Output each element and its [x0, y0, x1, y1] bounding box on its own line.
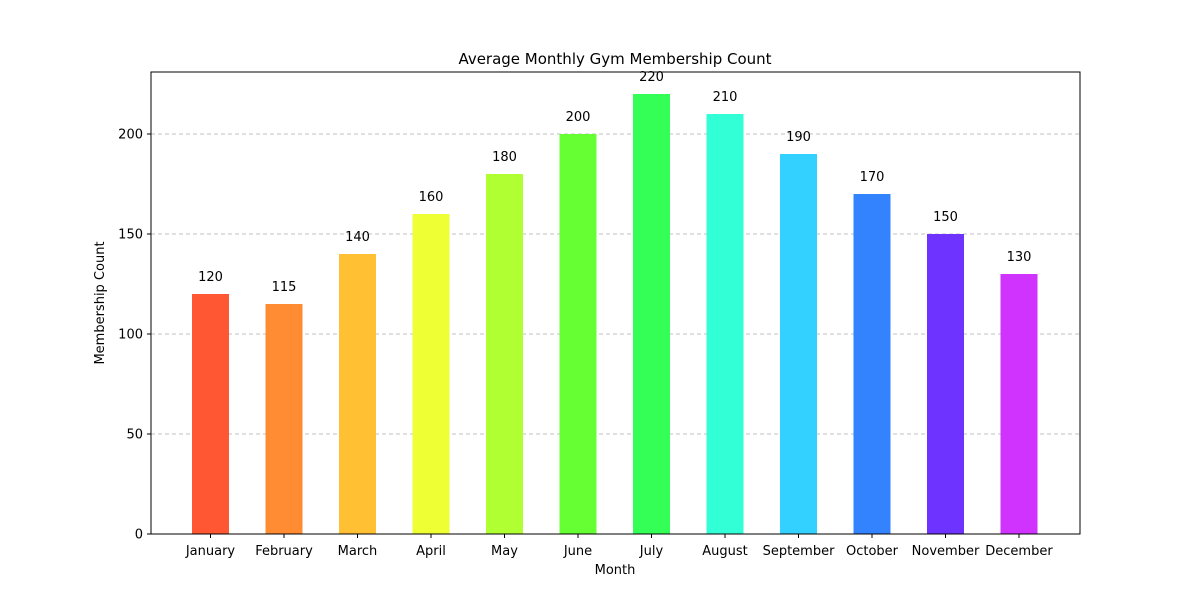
data-label-april: 160: [419, 190, 444, 205]
data-label-february: 115: [272, 280, 297, 295]
bar-november: [927, 234, 964, 534]
x-axis-ticks: January February March April May June July Augu…: [185, 534, 1053, 559]
y-tick-label: 0: [135, 528, 143, 543]
x-axis-label: Month: [595, 563, 636, 578]
x-tick-label-december: December: [985, 544, 1053, 559]
y-tick-label: 150: [118, 228, 143, 243]
data-labels: 120 115 140 160 180 200 220 210 190 170 150 130: [198, 70, 1031, 295]
data-label-january: 120: [198, 270, 223, 285]
bar-july: [633, 94, 670, 534]
bar-february: [265, 304, 303, 534]
bar-march: [339, 254, 376, 534]
x-tick-label-july: July: [639, 544, 664, 559]
y-axis-label: Membership Count: [93, 241, 108, 364]
x-tick-label-january: January: [185, 544, 236, 559]
bar-september: [780, 154, 817, 534]
data-label-march: 140: [345, 230, 370, 245]
y-tick-label: 100: [118, 328, 143, 343]
x-tick-label-march: March: [338, 544, 378, 559]
x-tick-label-may: May: [491, 544, 518, 559]
y-axis-ticks: 0 50 100 150 200: [118, 128, 151, 543]
bar-june: [559, 134, 597, 534]
bar-april: [412, 214, 450, 534]
grid-lines: [151, 133, 1080, 435]
x-tick-label-april: April: [416, 544, 446, 559]
chart-title: Average Monthly Gym Membership Count: [458, 50, 771, 68]
x-tick-label-february: February: [255, 544, 313, 559]
bar-december: [1000, 274, 1038, 534]
y-tick-label: 200: [118, 128, 143, 143]
plot-frame: [150, 71, 1081, 535]
data-label-november: 150: [933, 210, 958, 225]
bar-january: [192, 294, 229, 534]
x-tick-label-october: October: [846, 544, 899, 559]
bar-october: [853, 194, 891, 534]
data-label-august: 210: [713, 90, 738, 105]
data-label-july: 220: [639, 70, 664, 85]
data-label-september: 190: [786, 130, 811, 145]
x-tick-label-november: November: [912, 544, 980, 559]
y-tick-label: 50: [126, 428, 143, 443]
bar-august: [706, 114, 744, 534]
x-tick-label-august: August: [702, 544, 748, 559]
data-label-june: 200: [566, 110, 591, 125]
data-label-may: 180: [492, 150, 517, 165]
bars: [192, 94, 1038, 534]
x-tick-label-september: September: [763, 544, 836, 559]
data-label-october: 170: [860, 170, 885, 185]
data-label-december: 130: [1007, 250, 1032, 265]
x-tick-label-june: June: [563, 544, 592, 559]
bar-may: [486, 174, 523, 534]
